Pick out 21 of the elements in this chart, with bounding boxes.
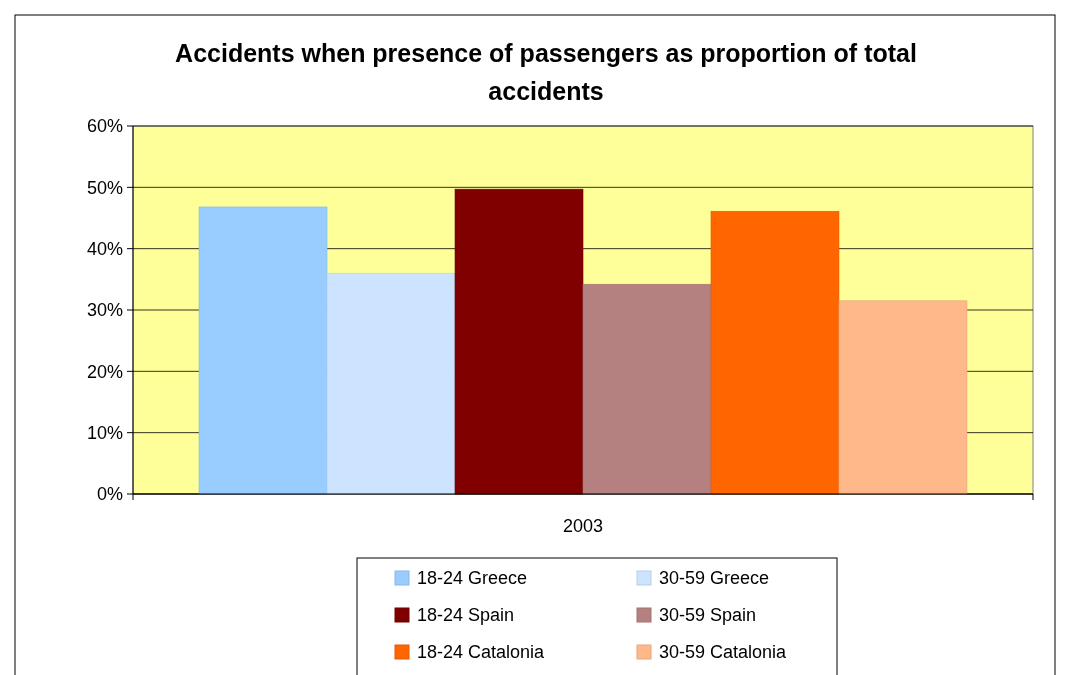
x-tick-label: 2003 xyxy=(562,516,604,536)
legend-label: 18-24 Catalonia xyxy=(417,642,546,663)
legend-label: 18-24 Spain xyxy=(417,605,515,626)
bar xyxy=(838,300,968,495)
bar xyxy=(454,188,584,495)
bar xyxy=(326,272,456,495)
legend-label: 30-59 Greece xyxy=(659,568,770,589)
y-tick-label: 0% xyxy=(96,484,123,505)
bar xyxy=(582,283,712,495)
y-tick-label: 40% xyxy=(86,238,123,259)
bar xyxy=(198,206,328,495)
y-tick-label: 10% xyxy=(86,422,123,443)
legend-label: 30-59 Catalonia xyxy=(659,642,788,663)
legend-label: 30-59 Spain xyxy=(659,605,757,626)
y-tick-label: 20% xyxy=(86,361,123,382)
y-tick-label: 50% xyxy=(86,177,123,198)
legend-label: 18-24 Greece xyxy=(417,568,528,589)
chart-title: Accidents when presence of passengers as proportion of total accidents xyxy=(175,39,917,105)
bar xyxy=(710,210,840,495)
y-tick-label: 60% xyxy=(86,116,123,137)
y-tick-label: 30% xyxy=(86,300,123,321)
